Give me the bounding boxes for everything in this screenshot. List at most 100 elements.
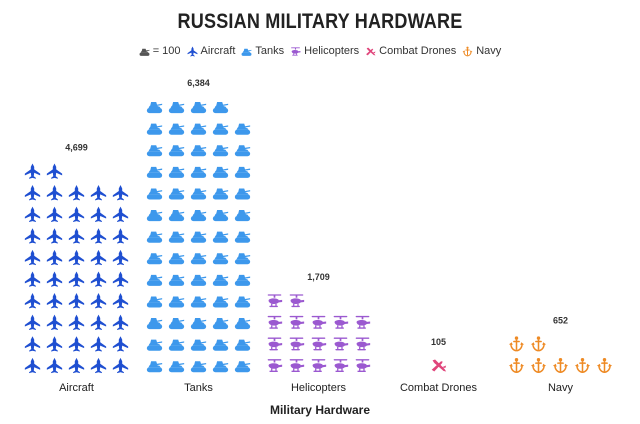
jet-icon [24, 314, 41, 330]
legend-item-helicopters[interactable]: Helicopters [290, 45, 359, 57]
tank-icon [212, 361, 229, 373]
helicopter-icon [267, 294, 283, 308]
jet-icon [68, 357, 85, 374]
tank-icon [190, 296, 207, 308]
jet-icon [90, 206, 107, 222]
tank-icon [168, 145, 185, 157]
jet-icon [112, 271, 129, 287]
tank-icon [190, 361, 207, 373]
data-label: 6,384 [187, 78, 210, 88]
category-label: Combat Drones [400, 382, 478, 394]
legend-item-navy[interactable]: Navy [462, 45, 501, 57]
jet-icon [68, 249, 85, 266]
jet-icon [68, 228, 85, 244]
legend-label-combat-drones: Combat Drones [379, 45, 457, 57]
tank-icon [190, 145, 207, 157]
tank-icon [212, 188, 229, 200]
tank-icon [190, 166, 207, 178]
tank-icon [190, 123, 207, 135]
helicopter-icon [355, 337, 371, 351]
jet-icon [24, 249, 41, 266]
jet-icon [68, 271, 85, 287]
tank-icon [190, 102, 207, 114]
jet-icon [24, 357, 41, 374]
jet-icon [68, 293, 85, 309]
tank-icon [234, 318, 251, 330]
helicopter-icon [333, 315, 349, 329]
jet-icon [187, 46, 198, 57]
legend-unit-label: = 100 [152, 45, 181, 57]
helicopter-icon [355, 359, 371, 372]
helicopter-icon [267, 315, 283, 329]
helicopter-icon [267, 359, 283, 372]
tank-icon [190, 231, 207, 243]
legend: = 100 Aircraft Tanks Helicopters Combat … [0, 45, 640, 57]
jet-icon [46, 206, 63, 222]
legend-item-tanks[interactable]: Tanks [241, 45, 284, 57]
tank-icon [212, 145, 229, 157]
jet-icon [90, 336, 107, 352]
jet-icon [68, 336, 85, 352]
jet-icon [46, 336, 63, 352]
category-label: Aircraft [59, 382, 94, 394]
jet-icon [112, 336, 129, 352]
jet-icon [90, 271, 107, 287]
jet-icon [90, 249, 107, 266]
tank-icon [212, 296, 229, 308]
jet-icon [46, 163, 63, 179]
tank-icon [146, 361, 163, 373]
jet-icon [90, 293, 107, 309]
helicopter-icon [267, 337, 283, 351]
tank-icon [146, 296, 163, 308]
tank-icon [234, 188, 251, 200]
jet-icon [90, 314, 107, 330]
jet-icon [46, 357, 63, 374]
tank-icon [212, 102, 229, 114]
tank-icon [168, 361, 185, 373]
jet-icon [24, 163, 41, 179]
tank-icon [146, 102, 163, 114]
anchor-icon [508, 336, 525, 352]
tank-icon [212, 210, 229, 222]
jet-icon [112, 314, 129, 330]
tank-icon [146, 210, 163, 222]
tank-icon [168, 123, 185, 135]
tank-icon [212, 123, 229, 135]
tank-icon [234, 166, 251, 178]
tank-icon [190, 339, 207, 351]
legend-label-helicopters: Helicopters [304, 45, 360, 57]
jet-icon [68, 314, 85, 330]
helicopter-icon [355, 315, 371, 329]
tank-icon [212, 231, 229, 243]
tank-icon [241, 46, 252, 57]
tank-icon [168, 253, 185, 265]
jet-icon [112, 249, 129, 266]
helicopter-icon [289, 315, 305, 329]
jet-icon [46, 293, 63, 309]
helicopter-icon [333, 359, 349, 372]
anchor-icon [552, 358, 569, 373]
tank-icon [212, 339, 229, 351]
tank-icon [146, 274, 163, 286]
jet-icon [24, 228, 41, 244]
anchor-icon [530, 358, 547, 373]
tank-icon [146, 318, 163, 330]
legend-item-combat-drones[interactable]: Combat Drones [365, 45, 456, 57]
jet-icon [112, 293, 129, 309]
tank-icon [168, 339, 185, 351]
tank-icon [146, 231, 163, 243]
jet-icon [24, 336, 41, 352]
tank-icon [234, 231, 251, 243]
tank-icon [234, 145, 251, 157]
category-label: Tanks [184, 382, 213, 394]
tank-icon [212, 318, 229, 330]
data-label: 105 [431, 337, 446, 347]
tank-icon [168, 166, 185, 178]
anchor-icon [574, 358, 591, 373]
legend-item-aircraft[interactable]: Aircraft [187, 45, 235, 57]
jet-icon [68, 206, 85, 222]
legend-item-unit: = 100 [139, 45, 181, 57]
helicopter-icon [311, 359, 327, 372]
